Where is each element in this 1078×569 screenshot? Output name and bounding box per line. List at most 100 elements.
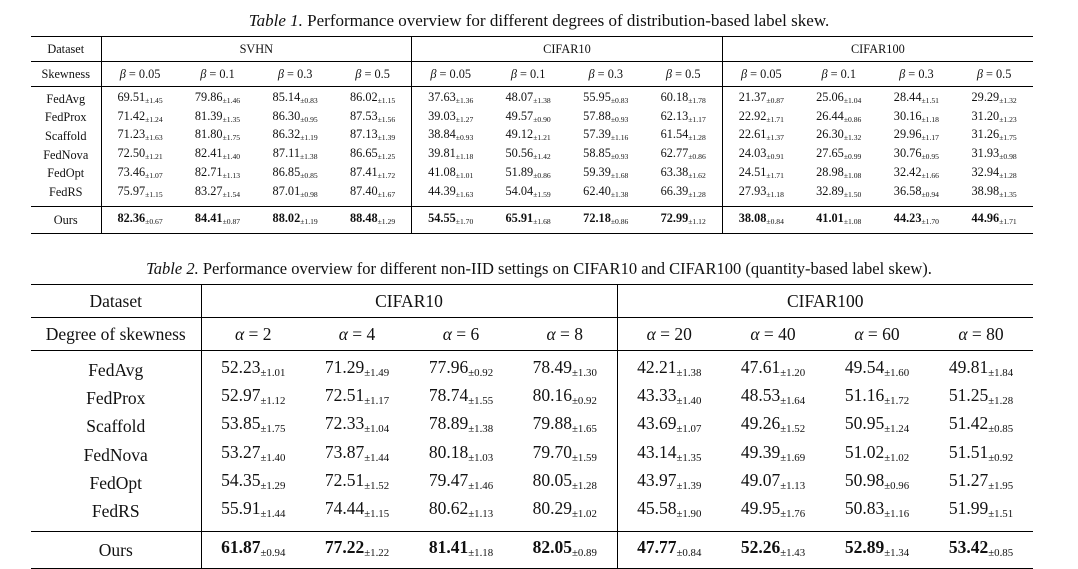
mean-value: 71.23	[117, 127, 146, 142]
std-value: ±1.13	[780, 479, 806, 492]
result-cell: 73.87±1.44	[305, 441, 409, 469]
result-cell: 79.47±1.46	[409, 469, 513, 497]
mean-value: 54.55	[428, 211, 456, 226]
result-cell: 72.99±1.12	[645, 207, 723, 234]
mean-value: 81.39	[194, 108, 223, 123]
std-value: ±1.55	[468, 395, 494, 408]
result-cell: 29.96±1.17	[878, 127, 956, 146]
mean-value: 42.21	[637, 357, 677, 377]
table2-dataset-row: Dataset CIFAR10 CIFAR100	[31, 284, 1033, 318]
std-value: ±0.85	[988, 423, 1014, 436]
spacer-row	[31, 350, 1033, 356]
result-cell: 49.81±1.84	[929, 356, 1033, 384]
mean-value: 79.88	[532, 413, 572, 434]
table1-dataset-row: Dataset SVHN CIFAR10 CIFAR100	[31, 36, 1033, 62]
mean-value: 49.12	[505, 127, 534, 142]
table1-param-value: 0.1	[840, 66, 857, 81]
std-value: ±1.27	[455, 114, 474, 124]
std-value: ±1.52	[780, 423, 806, 436]
std-value: ±0.93	[455, 133, 474, 143]
mean-value: 80.62	[428, 498, 469, 519]
table2-param-value: 4	[366, 323, 376, 344]
mean-value: 26.30	[816, 127, 844, 142]
std-value: ±1.64	[780, 395, 806, 408]
table-row: FedOpt 54.35±1.29 72.51±1.52 79.47±1.46 80.0…	[31, 468, 1033, 498]
std-value: ±1.17	[688, 114, 706, 124]
mean-value: 80.05	[532, 469, 572, 490]
result-cell: 61.87±0.94	[200, 531, 305, 569]
table2-caption-label: Table 2.	[146, 259, 199, 278]
result-cell: 38.08±0.84	[721, 206, 800, 234]
table-row: Scaffold 71.23±1.63 81.80±1.75 86.32±1.19 87…	[31, 127, 1033, 147]
result-cell: 38.84±0.93	[411, 127, 490, 147]
std-value: ±1.46	[222, 96, 241, 106]
mean-value: 59.39	[583, 164, 611, 179]
std-value: ±1.39	[676, 479, 702, 492]
std-value: ±1.07	[676, 423, 702, 436]
result-cell: 60.18±1.78	[645, 90, 723, 109]
result-cell: 30.76±0.95	[878, 146, 956, 165]
result-cell: 80.62±1.13	[409, 497, 513, 525]
std-value: ±0.86	[533, 171, 551, 180]
result-cell: 51.99±1.51	[929, 497, 1033, 525]
mean-value: 83.27	[194, 183, 223, 198]
result-cell: 49.95±1.76	[721, 497, 825, 525]
result-cell: 82.41±1.40	[179, 146, 257, 165]
result-cell: 62.40±1.38	[567, 184, 645, 203]
std-value: ±1.39	[377, 133, 396, 143]
std-value: ±1.25	[377, 152, 396, 162]
std-value: ±1.08	[843, 217, 862, 227]
mean-value: 44.23	[893, 211, 922, 226]
result-cell: 78.49±1.30	[513, 356, 617, 384]
std-value: ±0.89	[571, 547, 597, 560]
mean-value: 30.16	[893, 108, 922, 123]
std-value: ±1.17	[921, 133, 939, 143]
table1-body: FedAvg 69.51±1.45 79.86±1.46 85.14±0.83 86.0…	[31, 86, 1033, 207]
mean-value: 86.30	[272, 108, 301, 123]
std-value: ±0.92	[468, 367, 494, 380]
result-cell: 47.77±0.84	[616, 531, 721, 569]
std-value: ±1.52	[364, 479, 390, 492]
spacer-row	[31, 525, 1033, 532]
std-value: ±1.02	[884, 451, 910, 464]
mean-value: 62.40	[583, 183, 611, 198]
std-value: ±0.95	[300, 114, 318, 124]
result-cell: 43.14±1.35	[616, 440, 721, 469]
mean-value: 41.08	[428, 164, 456, 179]
mean-value: 22.92	[738, 108, 767, 123]
mean-value: 55.95	[583, 90, 611, 104]
table1-caption: Table 1. Performance overview for differ…	[0, 11, 1078, 31]
result-cell: 86.02±1.15	[334, 90, 412, 109]
mean-value: 86.65	[349, 146, 378, 161]
std-value: ±1.22	[364, 547, 390, 560]
mean-value: 72.51	[324, 469, 365, 490]
result-cell: 53.85±1.75	[200, 412, 305, 441]
result-cell: 83.27±1.54	[179, 184, 257, 203]
std-value: ±1.75	[260, 423, 286, 436]
mean-value: 38.08	[738, 211, 767, 226]
table1-param-value: 0.5	[374, 66, 390, 81]
result-cell: 53.42±0.85	[929, 532, 1033, 569]
mean-value: 53.42	[948, 537, 989, 558]
std-value: ±1.78	[688, 96, 706, 106]
std-value: ±1.28	[688, 189, 706, 199]
mean-value: 87.41	[349, 164, 378, 179]
std-value: ±1.28	[688, 133, 706, 143]
beta-symbol: β	[430, 66, 437, 81]
mean-value: 87.11	[272, 146, 300, 161]
std-value: ±0.87	[766, 96, 784, 106]
mean-value: 87.13	[349, 127, 378, 142]
std-value: ±1.15	[145, 189, 163, 199]
mean-value: 79.47	[428, 469, 469, 490]
beta-symbol: β	[119, 66, 126, 81]
result-cell: 39.03±1.27	[411, 108, 490, 128]
result-cell: 39.81±1.18	[411, 146, 490, 165]
std-value: ±1.30	[571, 367, 597, 380]
table-row: FedNova 53.27±1.40 73.87±1.44 80.18±1.03 79.…	[31, 440, 1033, 469]
table1-param-value: 0.1	[219, 66, 235, 81]
mean-value: 75.97	[117, 183, 146, 198]
std-value: ±1.03	[468, 451, 494, 464]
std-value: ±1.49	[364, 367, 390, 380]
std-value: ±0.96	[884, 479, 910, 492]
result-cell: 51.89±0.86	[489, 165, 567, 184]
